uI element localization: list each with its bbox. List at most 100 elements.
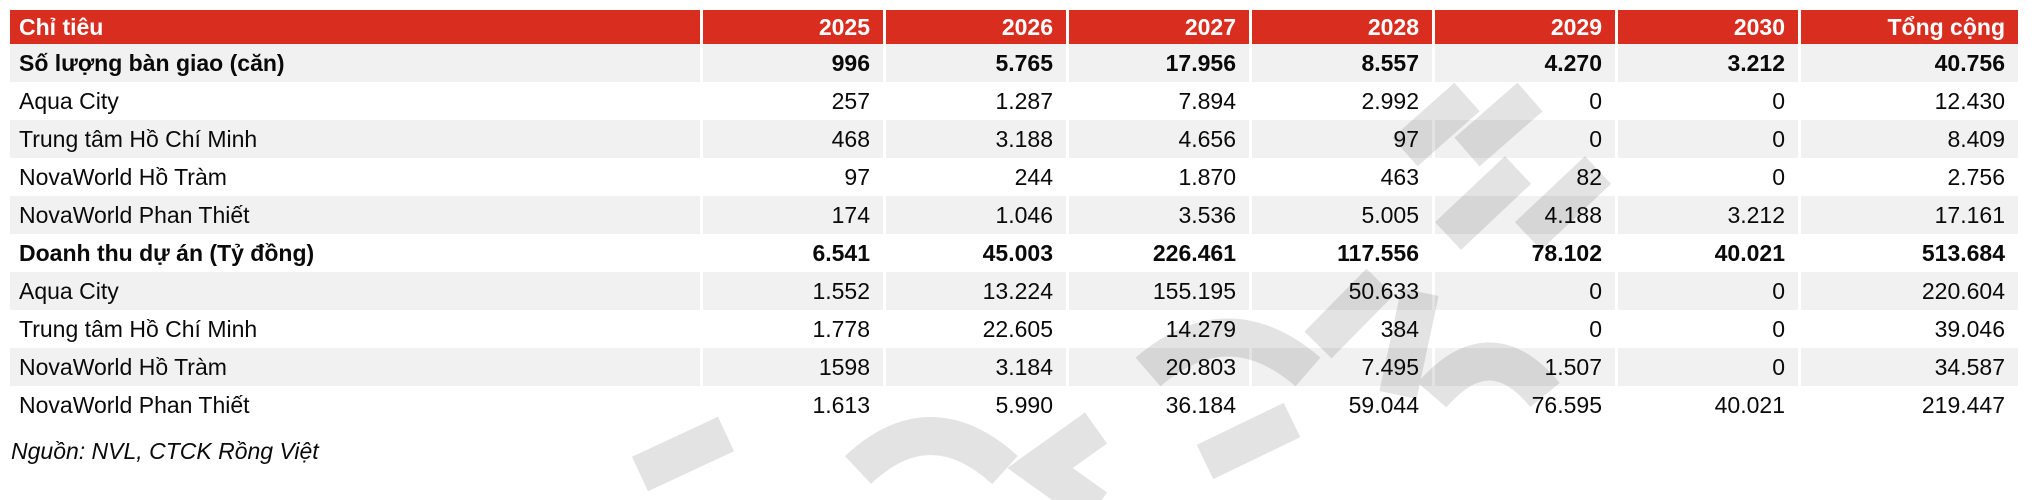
cell-value: 7.894 — [1066, 82, 1249, 120]
cell-value: 1.287 — [883, 82, 1066, 120]
table-row: Trung tâm Hồ Chí Minh 468 3.188 4.656 97 0 0 8.… — [10, 120, 2018, 158]
cell-value: 155.195 — [1066, 272, 1249, 310]
column-header-criteria: Chỉ tiêu — [10, 10, 700, 44]
cell-value: 1.613 — [700, 386, 883, 424]
cell-value: 5.990 — [883, 386, 1066, 424]
column-header: 2029 — [1432, 10, 1615, 44]
cell-value: 996 — [700, 44, 883, 82]
cell-value: 3.212 — [1615, 196, 1798, 234]
delivery-revenue-forecast-table: Chỉ tiêu 2025 2026 2027 2028 2029 2030 Tổng cộn… — [10, 10, 2018, 424]
cell-value: 6.541 — [700, 234, 883, 272]
cell-value: 34.587 — [1798, 348, 2018, 386]
cell-value: 40.756 — [1798, 44, 2018, 82]
cell-value: 0 — [1615, 120, 1798, 158]
table-row: NovaWorld Hồ Tràm 97 244 1.870 463 82 0 2.756 — [10, 158, 2018, 196]
table-row: Trung tâm Hồ Chí Minh 1.778 22.605 14.279 38… — [10, 310, 2018, 348]
source-note: Nguồn: NVL, CTCK Rồng Việt — [11, 438, 319, 464]
cell-value: 20.803 — [1066, 348, 1249, 386]
cell-value: 8.557 — [1249, 44, 1432, 82]
cell-value: 13.224 — [883, 272, 1066, 310]
cell-value: 1.046 — [883, 196, 1066, 234]
cell-value: 1.507 — [1432, 348, 1615, 386]
cell-value: 244 — [883, 158, 1066, 196]
cell-value: 2.992 — [1249, 82, 1432, 120]
section-header-row: Số lượng bàn giao (căn) 996 5.765 17.956 8.5… — [10, 44, 2018, 82]
cell-value: 0 — [1432, 82, 1615, 120]
cell-value: 384 — [1249, 310, 1432, 348]
cell-value: 0 — [1615, 348, 1798, 386]
table-row: NovaWorld Phan Thiết 1.613 5.990 36.184 59.0… — [10, 386, 2018, 424]
cell-value: 220.604 — [1798, 272, 2018, 310]
cell-value: 1.778 — [700, 310, 883, 348]
cell-value: 3.184 — [883, 348, 1066, 386]
table-body: Số lượng bàn giao (căn) 996 5.765 17.956 8.5… — [10, 44, 2018, 424]
cell-value: 3.188 — [883, 120, 1066, 158]
row-label: Số lượng bàn giao (căn) — [10, 44, 700, 82]
cell-value: 2.756 — [1798, 158, 2018, 196]
cell-value: 7.495 — [1249, 348, 1432, 386]
cell-value: 0 — [1615, 310, 1798, 348]
row-label: NovaWorld Phan Thiết — [10, 386, 700, 424]
cell-value: 463 — [1249, 158, 1432, 196]
cell-value: 39.046 — [1798, 310, 2018, 348]
cell-value: 1.552 — [700, 272, 883, 310]
table-row: Aqua City 1.552 13.224 155.195 50.633 0 0 220.6… — [10, 272, 2018, 310]
cell-value: 3.536 — [1066, 196, 1249, 234]
cell-value: 5.005 — [1249, 196, 1432, 234]
cell-value: 117.556 — [1249, 234, 1432, 272]
row-label: Doanh thu dự án (Tỷ đồng) — [10, 234, 700, 272]
cell-value: 22.605 — [883, 310, 1066, 348]
cell-value: 0 — [1432, 120, 1615, 158]
cell-value: 50.633 — [1249, 272, 1432, 310]
cell-value: 12.430 — [1798, 82, 2018, 120]
cell-value: 1598 — [700, 348, 883, 386]
cell-value: 257 — [700, 82, 883, 120]
cell-value: 8.409 — [1798, 120, 2018, 158]
cell-value: 468 — [700, 120, 883, 158]
column-header: 2025 — [700, 10, 883, 44]
cell-value: 36.184 — [1066, 386, 1249, 424]
cell-value: 40.021 — [1615, 386, 1798, 424]
column-header: 2026 — [883, 10, 1066, 44]
row-label: Trung tâm Hồ Chí Minh — [10, 120, 700, 158]
cell-value: 3.212 — [1615, 44, 1798, 82]
cell-value: 14.279 — [1066, 310, 1249, 348]
cell-value: 1.870 — [1066, 158, 1249, 196]
table-row: NovaWorld Hồ Tràm 1598 3.184 20.803 7.495 1.5… — [10, 348, 2018, 386]
cell-value: 78.102 — [1432, 234, 1615, 272]
cell-value: 0 — [1615, 272, 1798, 310]
cell-value: 40.021 — [1615, 234, 1798, 272]
cell-value: 226.461 — [1066, 234, 1249, 272]
cell-value: 97 — [1249, 120, 1432, 158]
column-header: 2030 — [1615, 10, 1798, 44]
cell-value: 45.003 — [883, 234, 1066, 272]
cell-value: 0 — [1432, 310, 1615, 348]
row-label: NovaWorld Hồ Tràm — [10, 348, 700, 386]
row-label: Trung tâm Hồ Chí Minh — [10, 310, 700, 348]
row-label: NovaWorld Hồ Tràm — [10, 158, 700, 196]
section-header-row: Doanh thu dự án (Tỷ đồng) 6.541 45.003 226.… — [10, 234, 2018, 272]
table-row: NovaWorld Phan Thiết 174 1.046 3.536 5.005 4.… — [10, 196, 2018, 234]
row-label: Aqua City — [10, 272, 700, 310]
row-label: Aqua City — [10, 82, 700, 120]
cell-value: 0 — [1432, 272, 1615, 310]
cell-value: 513.684 — [1798, 234, 2018, 272]
cell-value: 4.270 — [1432, 44, 1615, 82]
cell-value: 76.595 — [1432, 386, 1615, 424]
cell-value: 219.447 — [1798, 386, 2018, 424]
table-header-row: Chỉ tiêu 2025 2026 2027 2028 2029 2030 Tổng cộn… — [10, 10, 2018, 44]
column-header: 2028 — [1249, 10, 1432, 44]
cell-value: 82 — [1432, 158, 1615, 196]
column-header: 2027 — [1066, 10, 1249, 44]
cell-value: 97 — [700, 158, 883, 196]
cell-value: 4.188 — [1432, 196, 1615, 234]
cell-value: 5.765 — [883, 44, 1066, 82]
column-header: Tổng cộng — [1798, 10, 2018, 44]
cell-value: 17.956 — [1066, 44, 1249, 82]
cell-value: 17.161 — [1798, 196, 2018, 234]
cell-value: 0 — [1615, 158, 1798, 196]
cell-value: 174 — [700, 196, 883, 234]
cell-value: 0 — [1615, 82, 1798, 120]
cell-value: 4.656 — [1066, 120, 1249, 158]
